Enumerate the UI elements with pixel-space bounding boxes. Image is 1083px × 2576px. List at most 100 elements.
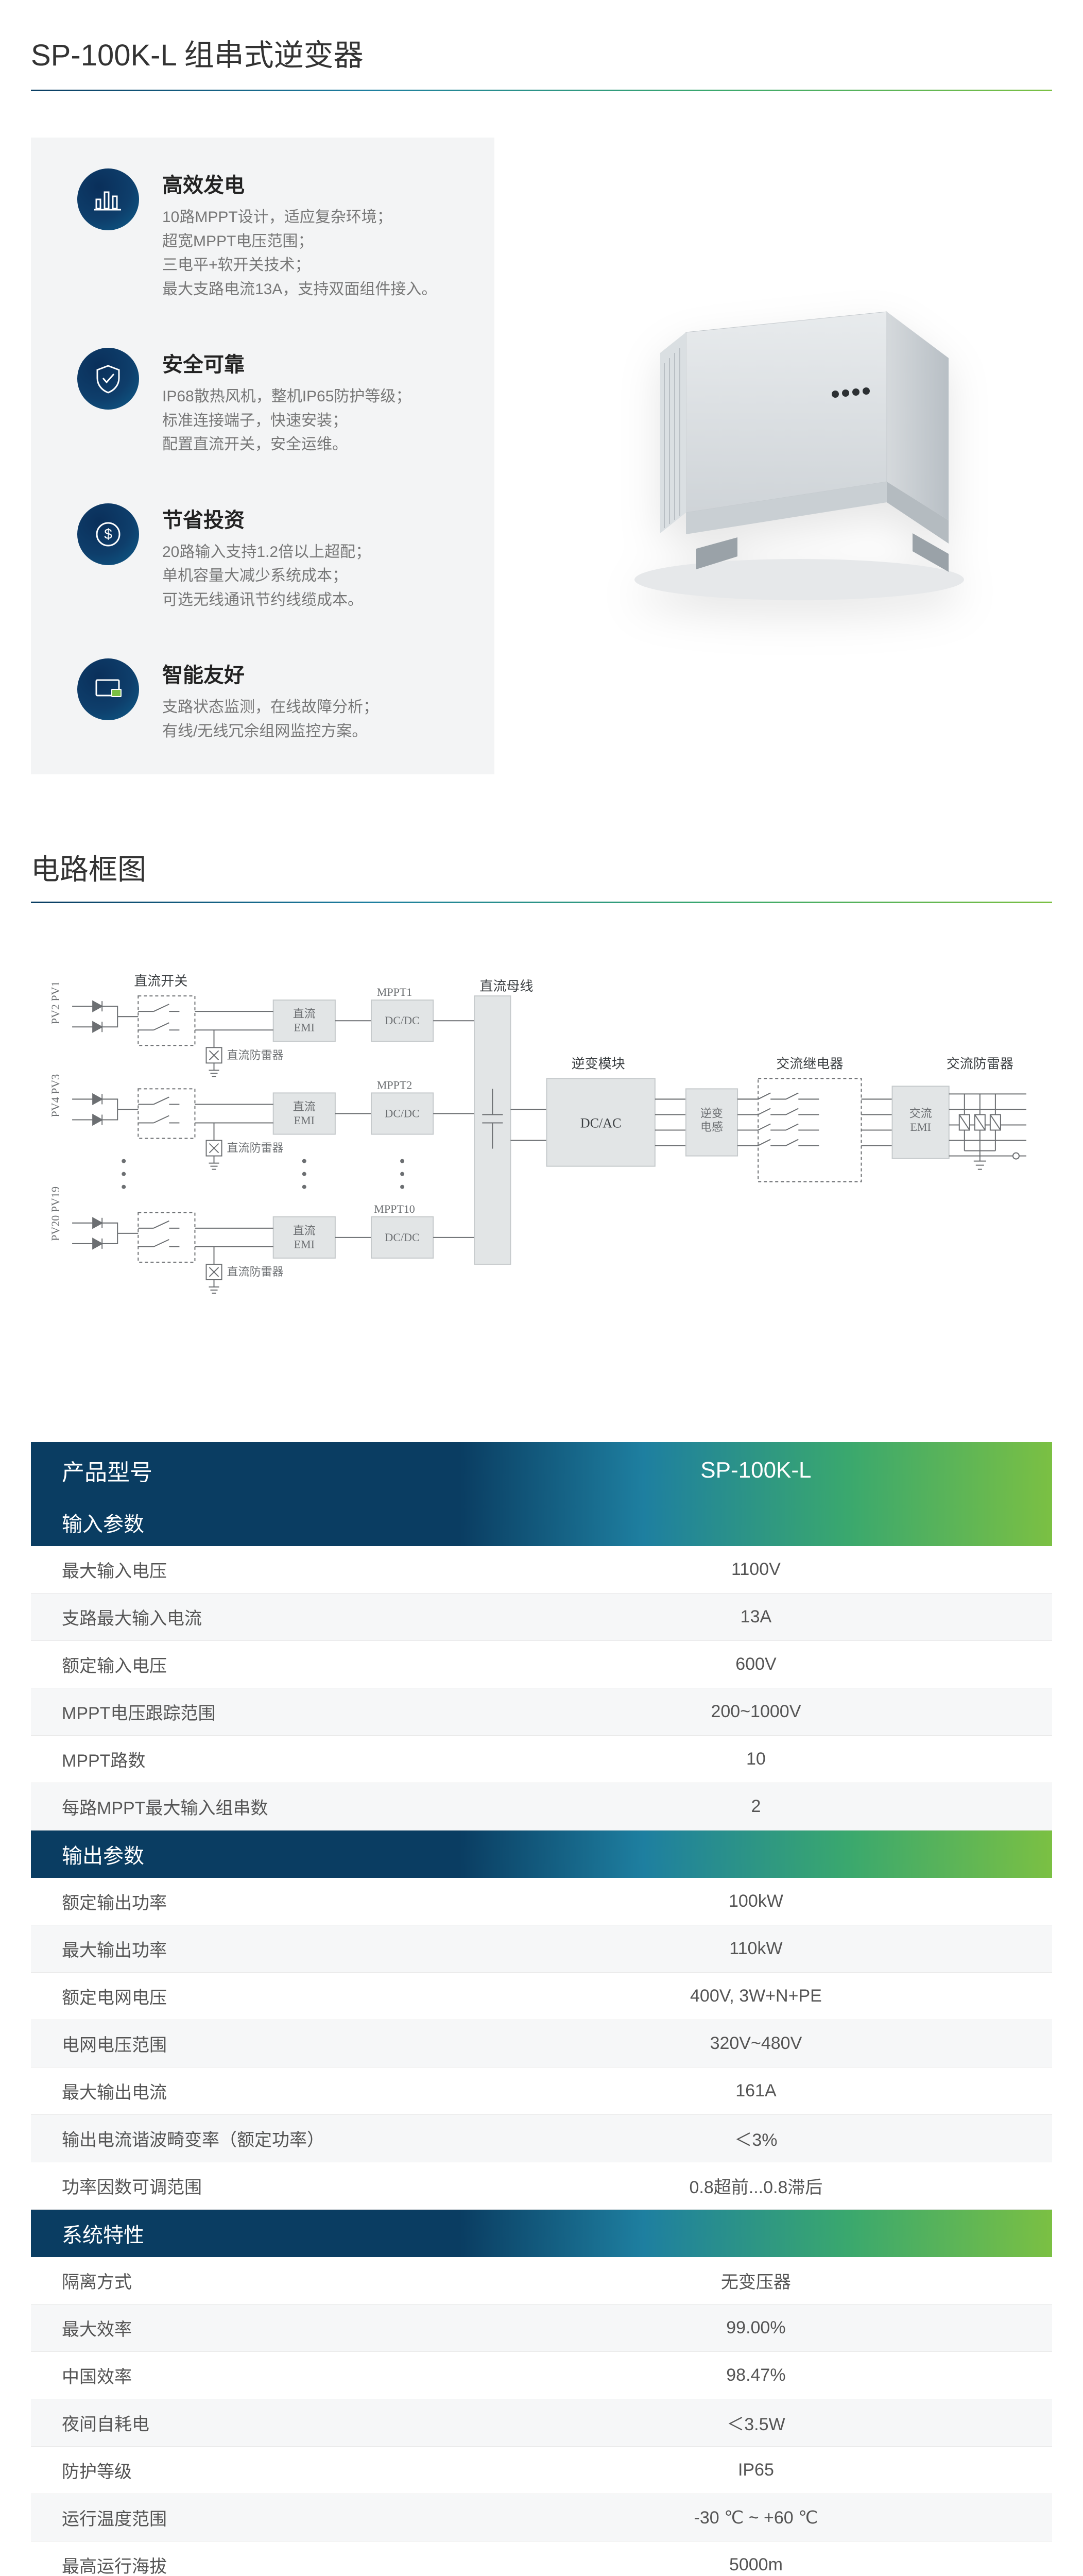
svg-text:MPPT2: MPPT2: [377, 1078, 412, 1091]
spec-row: 输出电流谐波畸变率（额定功率）＜3%: [31, 2115, 1052, 2162]
spec-key: 隔离方式: [31, 2268, 460, 2293]
spec-row: 额定电网电压400V, 3W+N+PE: [31, 1973, 1052, 2020]
feature-item: $ 节省投资 20路输入支持1.2倍以上超配； 单机容量大减少系统成本； 可选无…: [77, 503, 469, 613]
spec-value: ＜3.5W: [460, 2410, 1052, 2435]
spec-row: 每路MPPT最大输入组串数2: [31, 1783, 1052, 1831]
svg-text:DC/AC: DC/AC: [580, 1116, 622, 1131]
section-title-diagram: 电路框图: [31, 846, 1052, 903]
spec-key: 最大输出电流: [31, 2078, 460, 2104]
spec-value: IP65: [460, 2460, 1052, 2480]
spec-key: 输出电流谐波畸变率（额定功率）: [31, 2126, 460, 2151]
spec-row: 运行温度范围-30 ℃ ~ +60 ℃: [31, 2494, 1052, 2541]
svg-text:直流EMI: 直流EMI: [293, 1007, 316, 1033]
spec-header-label: 产品型号: [31, 1454, 460, 1487]
svg-text:PV20 PV19: PV20 PV19: [51, 1187, 62, 1241]
spec-value: 99.00%: [460, 2318, 1052, 2338]
spec-row: 最大输出电流161A: [31, 2067, 1052, 2115]
spec-row: 隔离方式无变压器: [31, 2257, 1052, 2304]
spec-key: 中国效率: [31, 2363, 460, 2388]
spec-row: 防护等级IP65: [31, 2447, 1052, 2494]
spec-row: 中国效率98.47%: [31, 2352, 1052, 2399]
feature-item: 高效发电 10路MPPT设计，适应复杂环境； 超宽MPPT电压范围； 三电平+软…: [77, 168, 469, 301]
spec-row: 额定输出功率100kW: [31, 1878, 1052, 1925]
spec-row: 最大效率99.00%: [31, 2304, 1052, 2352]
spec-value: 13A: [460, 1607, 1052, 1627]
spec-value: -30 ℃ ~ +60 ℃: [460, 2507, 1052, 2528]
svg-text:直流防雷器: 直流防雷器: [227, 1265, 284, 1278]
spec-value: ＜3%: [460, 2126, 1052, 2151]
spec-row: 电网电压范围320V~480V: [31, 2020, 1052, 2067]
intro-section: 高效发电 10路MPPT设计，适应复杂环境； 超宽MPPT电压范围； 三电平+软…: [31, 138, 1052, 774]
spec-row: 最大输入电压1100V: [31, 1546, 1052, 1594]
spec-value: 400V, 3W+N+PE: [460, 1986, 1052, 2006]
spec-key: 支路最大输入电流: [31, 1604, 460, 1630]
feature-title: 节省投资: [162, 503, 371, 533]
label-dc-switch: 直流开关: [134, 974, 187, 989]
svg-text:直流防雷器: 直流防雷器: [227, 1142, 284, 1155]
spec-key: MPPT路数: [31, 1747, 460, 1772]
spec-header-value: SP-100K-L: [460, 1458, 1052, 1483]
svg-text:$: $: [104, 526, 112, 542]
product-image-wrap: [525, 138, 1052, 774]
feature-body: IP68散热风机，整机IP65防护等级； 标准连接端子，快速安装； 配置直流开关…: [162, 385, 411, 457]
spec-key: 额定输出功率: [31, 1889, 460, 1914]
feature-body: 10路MPPT设计，适应复杂环境； 超宽MPPT电压范围； 三电平+软开关技术；…: [162, 206, 437, 301]
spec-group-header: 输出参数: [31, 1831, 1052, 1878]
spec-key: 最大输出功率: [31, 1936, 460, 1961]
spec-row: 最高运行海拔5000m: [31, 2541, 1052, 2576]
spec-header-row: 产品型号 SP-100K-L: [31, 1442, 1052, 1499]
svg-text:直流防雷器: 直流防雷器: [227, 1048, 284, 1061]
spec-row: 最大输出功率110kW: [31, 1925, 1052, 1973]
spec-value: 2: [460, 1797, 1052, 1817]
spec-row: 夜间自耗电＜3.5W: [31, 2399, 1052, 2447]
feature-body: 支路状态监测，在线故障分析； 有线/无线冗余组网监控方案。: [162, 696, 379, 743]
spec-table: 产品型号 SP-100K-L 输入参数最大输入电压1100V支路最大输入电流13…: [31, 1442, 1052, 2576]
svg-text:DC/DC: DC/DC: [385, 1231, 419, 1244]
spec-key: 运行温度范围: [31, 2505, 460, 2530]
svg-text:交流EMI: 交流EMI: [909, 1107, 932, 1133]
spec-row: MPPT电压跟踪范围200~1000V: [31, 1688, 1052, 1736]
svg-text:MPPT1: MPPT1: [377, 986, 412, 998]
spec-key: 每路MPPT最大输入组串数: [31, 1794, 460, 1819]
svg-text:PV4 PV3: PV4 PV3: [51, 1074, 62, 1117]
spec-value: 110kW: [460, 1939, 1052, 1959]
spec-key: 额定输入电压: [31, 1652, 460, 1677]
spec-key: 最大输入电压: [31, 1557, 460, 1582]
spec-key: 最高运行海拔: [31, 2552, 460, 2576]
feature-item: 安全可靠 IP68散热风机，整机IP65防护等级； 标准连接端子，快速安装； 配…: [77, 348, 469, 457]
spec-value: 600V: [460, 1654, 1052, 1674]
svg-text:DC/DC: DC/DC: [385, 1014, 419, 1027]
spec-value: 100kW: [460, 1891, 1052, 1911]
circuit-diagram: .ln{stroke:#6c6f72;stroke-width:2;fill:n…: [31, 955, 1052, 1349]
spec-key: 最大效率: [31, 2315, 460, 2341]
shield-icon: [77, 348, 139, 410]
spec-row: 功率因数可调范围0.8超前...0.8滞后: [31, 2162, 1052, 2210]
spec-key: 功率因数可调范围: [31, 2173, 460, 2198]
feature-item: 智能友好 支路状态监测，在线故障分析； 有线/无线冗余组网监控方案。: [77, 658, 469, 743]
feature-title: 高效发电: [162, 168, 437, 198]
svg-text:逆变模块: 逆变模块: [572, 1056, 625, 1071]
spec-value: 161A: [460, 2081, 1052, 2101]
feature-title: 安全可靠: [162, 348, 411, 378]
svg-text:直流EMI: 直流EMI: [293, 1224, 316, 1250]
svg-text:MPPT10: MPPT10: [374, 1202, 415, 1215]
spec-row: 额定输入电压600V: [31, 1641, 1052, 1688]
spec-key: MPPT电压跟踪范围: [31, 1699, 460, 1724]
spec-key: 电网电压范围: [31, 2031, 460, 2056]
page-title: SP-100K-L 组串式逆变器: [31, 31, 1052, 91]
spec-value: 0.8超前...0.8滞后: [460, 2173, 1052, 2198]
spec-value: 5000m: [460, 2555, 1052, 2575]
bar-chart-icon: [77, 168, 139, 230]
feature-body: 20路输入支持1.2倍以上超配； 单机容量大减少系统成本； 可选无线通讯节约线缆…: [162, 540, 371, 613]
spec-value: 200~1000V: [460, 1702, 1052, 1722]
svg-text:逆变电感: 逆变电感: [700, 1107, 723, 1133]
spec-value: 320V~480V: [460, 2033, 1052, 2054]
spec-value: 10: [460, 1749, 1052, 1769]
svg-text:DC/DC: DC/DC: [385, 1107, 419, 1120]
spec-key: 夜间自耗电: [31, 2410, 460, 2435]
spec-row: 支路最大输入电流13A: [31, 1594, 1052, 1641]
spec-value: 1100V: [460, 1560, 1052, 1580]
spec-group-header: 输入参数: [31, 1499, 1052, 1546]
product-image: [578, 291, 1000, 621]
spec-key: 额定电网电压: [31, 1984, 460, 2009]
